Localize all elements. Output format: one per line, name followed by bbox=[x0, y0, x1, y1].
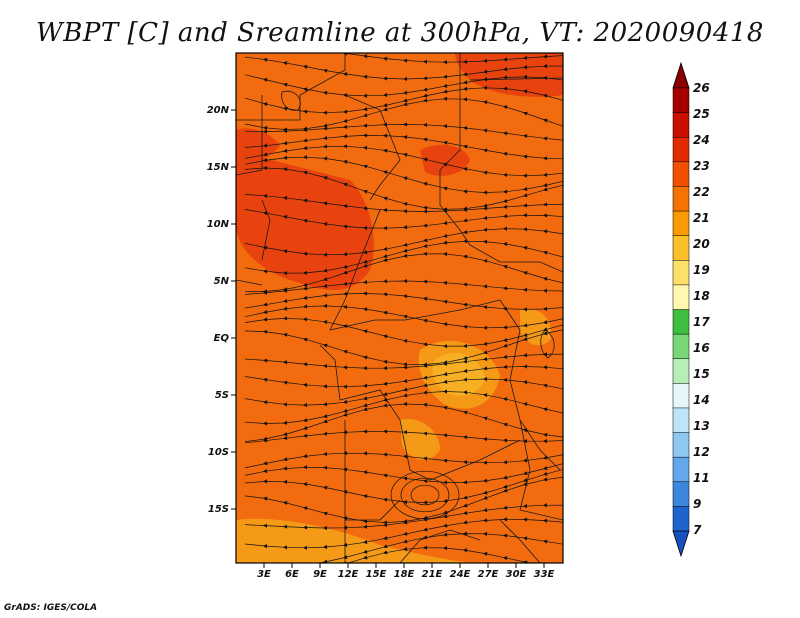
colorbar-label: 22 bbox=[693, 185, 710, 199]
colorbar-top-arrow bbox=[672, 61, 690, 89]
colorbar-label: 7 bbox=[693, 523, 702, 537]
lon-label: 3E bbox=[257, 569, 271, 580]
colorbar-label: 11 bbox=[693, 471, 710, 485]
lon-label: 27E bbox=[478, 569, 499, 580]
lat-label: 15S bbox=[208, 504, 229, 515]
colorbar-label: 23 bbox=[693, 159, 710, 173]
streamline-eddy bbox=[410, 484, 440, 506]
colorbar-label: 13 bbox=[693, 419, 710, 433]
streamline bbox=[244, 451, 563, 469]
streamlines bbox=[244, 53, 563, 563]
map-plot-area bbox=[236, 53, 563, 563]
lon-label: 15E bbox=[366, 569, 387, 580]
plot-frame bbox=[235, 52, 564, 564]
lon-label: 21E bbox=[422, 569, 443, 580]
lon-label: 9E bbox=[313, 569, 327, 580]
colorbar-swatch bbox=[672, 407, 690, 434]
streamline bbox=[244, 209, 563, 231]
lat-label: 15N bbox=[207, 162, 230, 173]
colorbar-label: 16 bbox=[693, 341, 710, 355]
longitude-axis: 3E 6E 9E 12E 15E 18E 21E 24E 27E 30E 33E bbox=[257, 563, 555, 580]
colorbar-label: 26 bbox=[693, 81, 710, 95]
colorbar-swatch bbox=[672, 161, 690, 187]
colorbar-swatch bbox=[672, 432, 690, 458]
lat-label: 5N bbox=[214, 276, 230, 287]
colorbar-swatch bbox=[672, 186, 690, 212]
colorbar-swatch bbox=[672, 235, 690, 261]
lat-label: EQ bbox=[214, 333, 230, 344]
colorbar-bottom-arrow bbox=[672, 530, 690, 558]
streamline-eddy bbox=[400, 477, 450, 513]
lat-label: 20N bbox=[207, 105, 230, 116]
colorbar-swatch bbox=[672, 112, 690, 138]
colorbar-label: 9 bbox=[693, 497, 701, 511]
colorbar-label: 24 bbox=[693, 133, 710, 147]
colorbar-label: 21 bbox=[693, 211, 710, 225]
colorbar-swatch bbox=[672, 284, 690, 311]
colorbar-swatch bbox=[672, 506, 690, 532]
colorbar-swatch bbox=[672, 358, 690, 384]
colorbar: 26 25 24 23 22 21 20 19 18 17 16 15 14 1… bbox=[672, 61, 710, 558]
streamline-eddy bbox=[390, 470, 460, 520]
colorbar-swatch bbox=[672, 383, 690, 409]
colorbar-swatch bbox=[672, 481, 690, 507]
lat-label: 5S bbox=[215, 390, 229, 401]
colorbar-label: 17 bbox=[693, 315, 710, 329]
streamline bbox=[262, 531, 563, 563]
lon-label: 18E bbox=[394, 569, 415, 580]
lon-label: 6E bbox=[285, 569, 299, 580]
lon-label: 24E bbox=[450, 569, 471, 580]
lon-label: 12E bbox=[338, 569, 359, 580]
chart-title: WBPT [C] and Sreamline at 300hPa, VT: 20… bbox=[36, 18, 764, 48]
colorbar-swatch bbox=[672, 260, 690, 286]
colorbar-label: 15 bbox=[693, 367, 710, 381]
colorbar-swatch bbox=[672, 136, 690, 163]
colorbar-label: 19 bbox=[693, 263, 710, 277]
colorbar-label: 25 bbox=[693, 107, 710, 121]
lat-label: 10S bbox=[208, 447, 229, 458]
colorbar-label: 18 bbox=[693, 289, 710, 303]
colorbar-swatch bbox=[672, 87, 690, 114]
colorbar-swatch bbox=[672, 456, 690, 483]
latitude-axis: 20N 15N 10N 5N EQ 5S 10S 15S bbox=[207, 105, 236, 515]
colorbar-swatch bbox=[672, 333, 690, 360]
streamline bbox=[244, 429, 563, 444]
lat-label: 10N bbox=[207, 219, 230, 230]
lon-label: 33E bbox=[534, 569, 555, 580]
colorbar-swatch bbox=[672, 309, 690, 335]
streamline bbox=[244, 278, 563, 295]
colorbar-label: 12 bbox=[693, 445, 710, 459]
colorbar-label: 14 bbox=[693, 393, 710, 407]
colorbar-swatch bbox=[672, 210, 690, 237]
credit-text: GrADS: IGES/COLA bbox=[4, 603, 98, 613]
colorbar-label: 20 bbox=[693, 237, 710, 251]
lon-label: 30E bbox=[506, 569, 527, 580]
